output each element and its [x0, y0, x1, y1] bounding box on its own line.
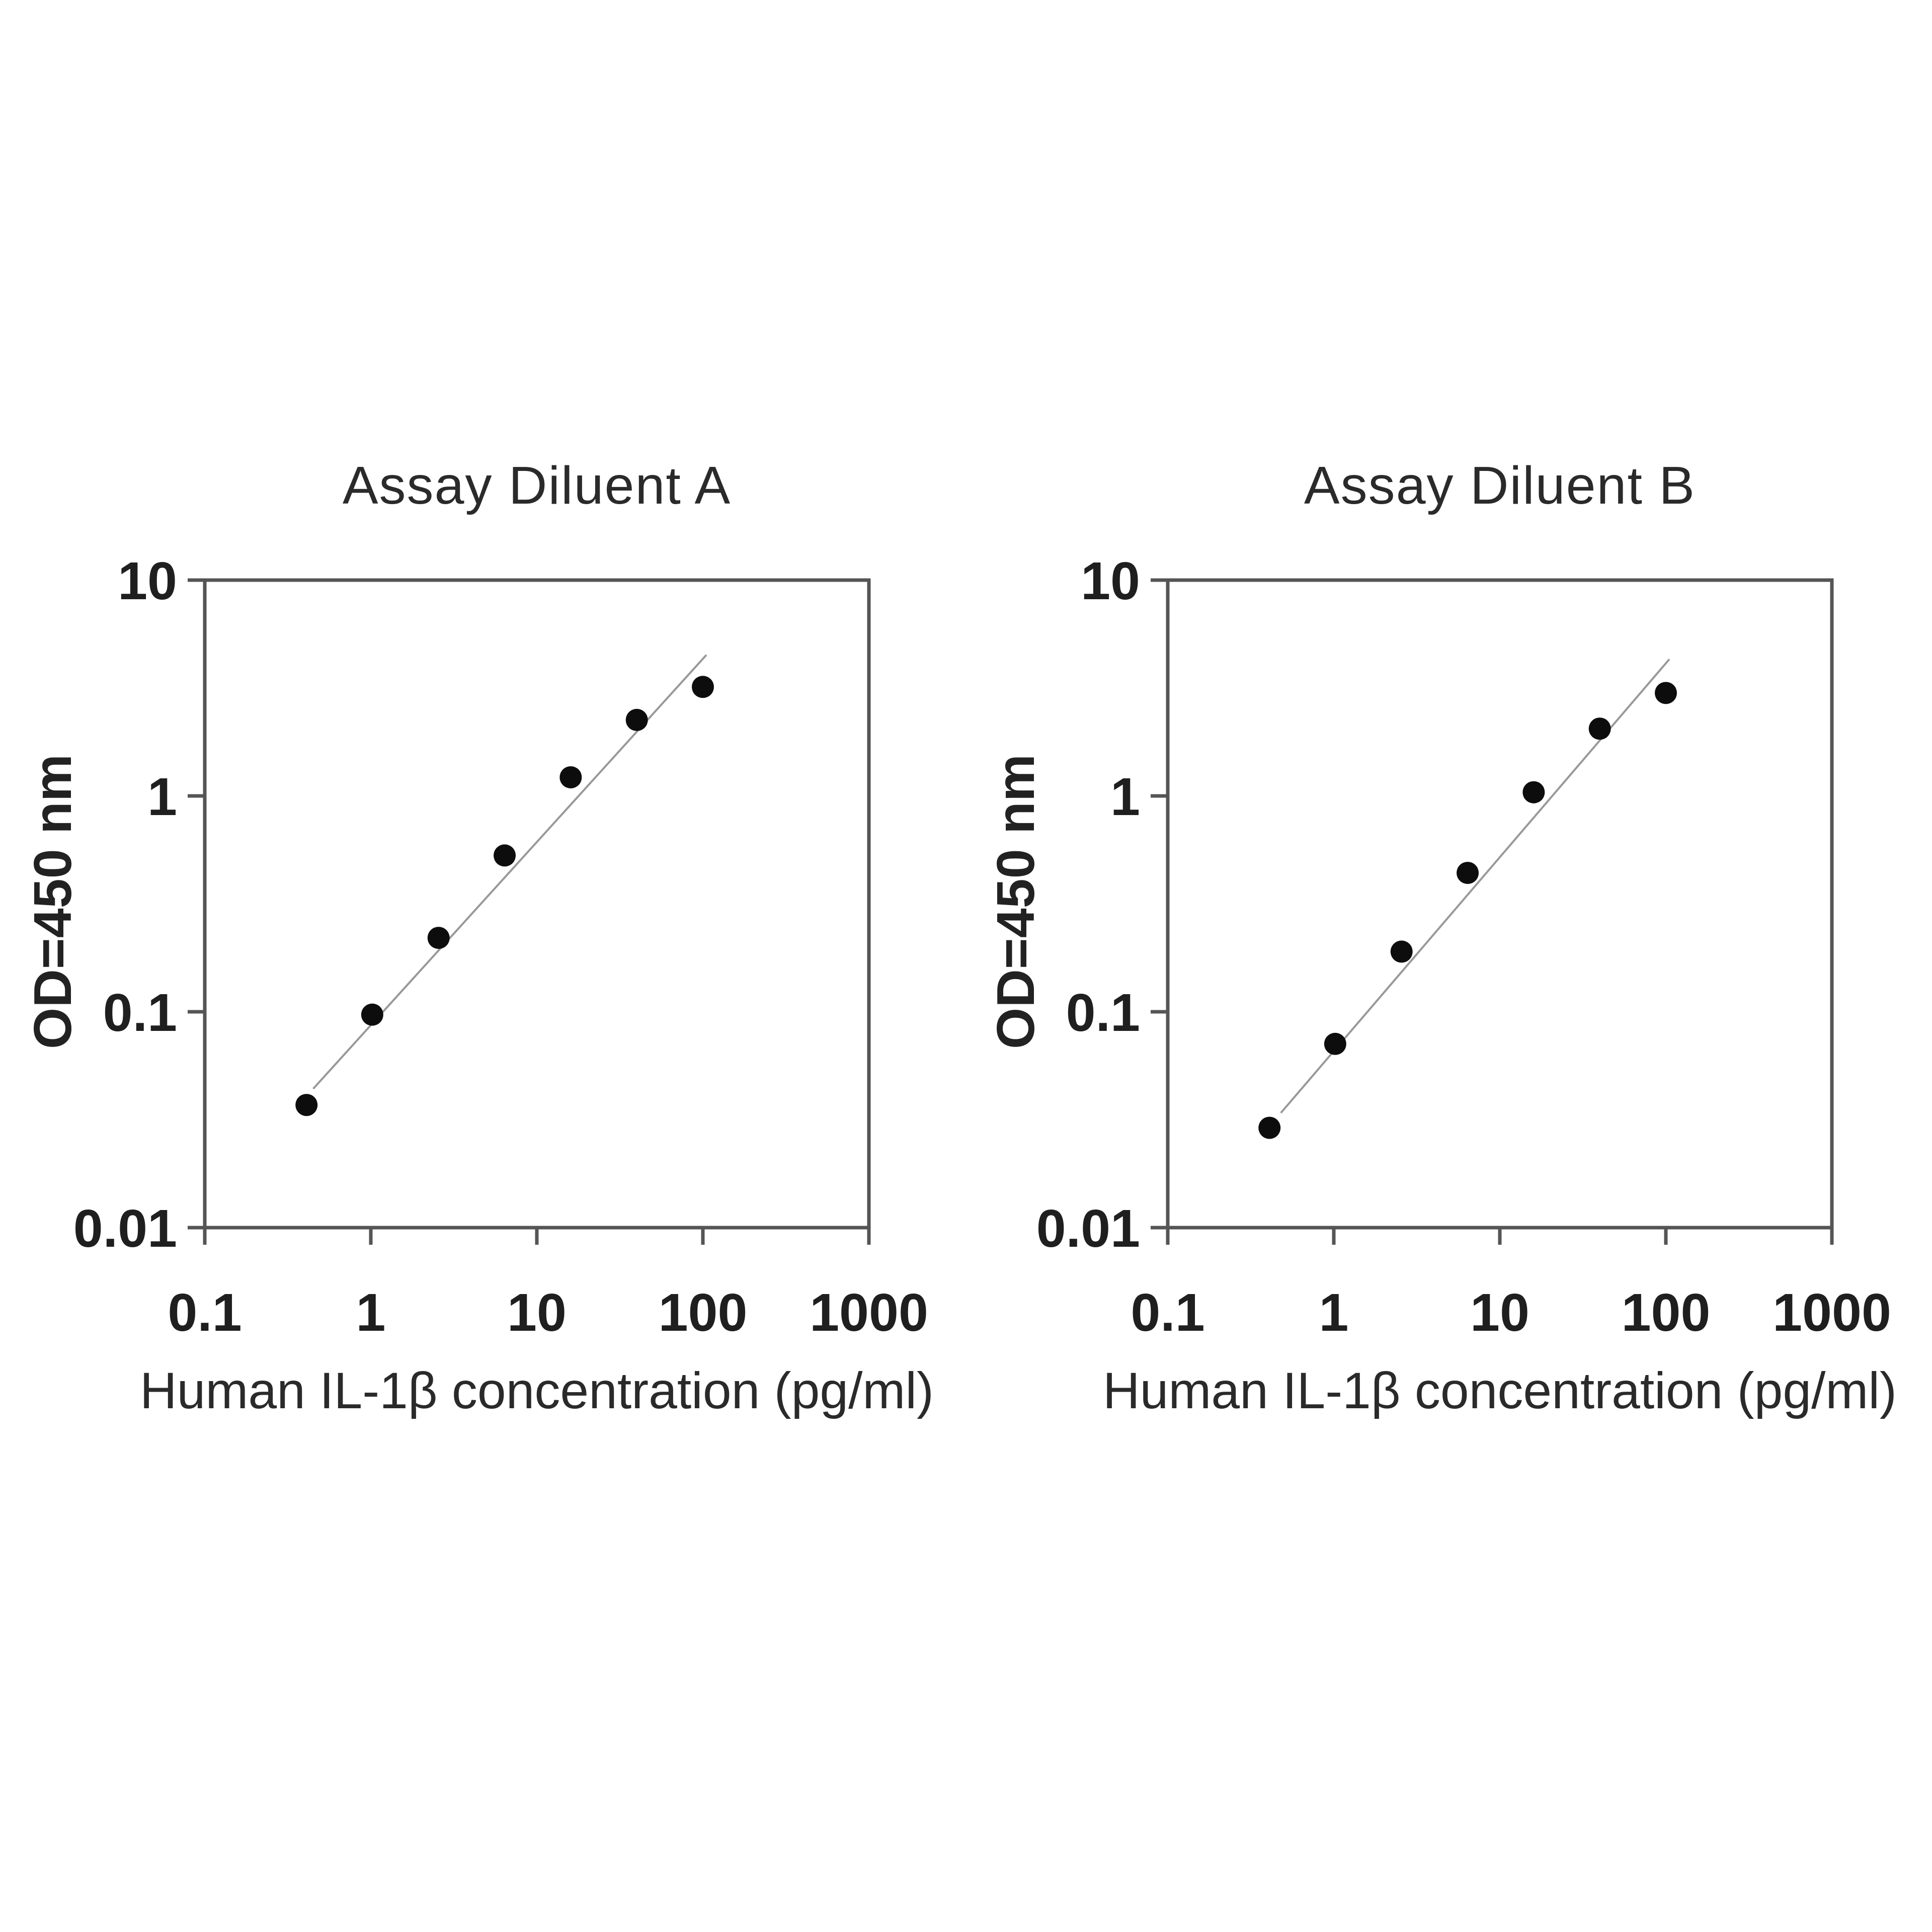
chart-b-title: Assay Diluent B	[1304, 456, 1696, 515]
x-tick-label: 1	[356, 1283, 386, 1342]
y-tick-label: 0.1	[1066, 983, 1140, 1042]
data-point	[1655, 682, 1677, 704]
x-tick-label: 10	[1470, 1283, 1530, 1342]
x-tick-label: 1000	[1773, 1283, 1891, 1342]
y-tick-label: 1	[1110, 767, 1140, 827]
x-tick-label: 0.1	[168, 1283, 242, 1342]
x-tick-label: 100	[659, 1283, 748, 1342]
x-tick-label: 1	[1319, 1283, 1349, 1342]
chart-a-title: Assay Diluent A	[342, 456, 732, 515]
chart-a-y-axis-label: OD=450 nm	[23, 754, 83, 1050]
data-point	[427, 927, 450, 949]
data-point	[625, 708, 648, 731]
y-tick-label: 0.1	[103, 983, 177, 1042]
data-point	[1258, 1116, 1281, 1139]
data-point	[361, 1003, 383, 1026]
x-tick-label: 1000	[810, 1283, 928, 1342]
chart-b-plot: 0.1 1 10 100 1000 10 1 0.1 0.01	[1036, 551, 1891, 1342]
chart-a-x-axis-label: Human IL-1β concentration (pg/ml)	[139, 1362, 934, 1419]
data-point	[1522, 781, 1545, 803]
data-point	[1390, 940, 1413, 963]
data-point	[1457, 861, 1479, 884]
y-tick-label: 0.01	[73, 1199, 177, 1258]
x-tick-label: 10	[507, 1283, 567, 1342]
y-tick-label: 10	[1081, 551, 1140, 611]
y-tick-label: 0.01	[1036, 1199, 1140, 1258]
chart-b-x-axis-label: Human IL-1β concentration (pg/ml)	[1102, 1362, 1897, 1419]
data-point	[1324, 1032, 1346, 1055]
data-point	[494, 844, 516, 867]
y-tick-label: 10	[118, 551, 177, 611]
y-tick-label: 1	[147, 767, 177, 827]
data-point	[295, 1094, 318, 1116]
x-tick-label: 0.1	[1131, 1283, 1204, 1342]
data-point	[559, 766, 582, 788]
data-point	[692, 676, 714, 698]
data-point	[1588, 717, 1611, 740]
plot-frame	[203, 578, 871, 1230]
chart-a-plot: 0.1 1 10 100 1000 10 1 0.1 0.01	[73, 551, 928, 1342]
chart-b-y-axis-label: OD=450 nm	[986, 754, 1045, 1050]
x-tick-label: 100	[1622, 1283, 1711, 1342]
